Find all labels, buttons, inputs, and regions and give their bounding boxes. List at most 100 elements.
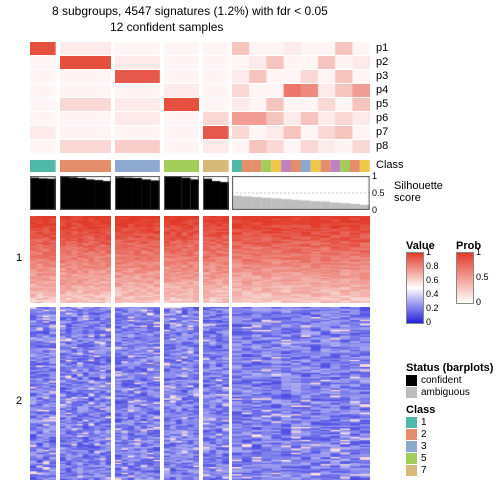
legend-swatch	[406, 387, 417, 398]
prob-row-label: p1	[376, 42, 388, 54]
prob-cell	[203, 98, 229, 111]
prob-cell	[60, 112, 111, 125]
heatmap-bottom	[60, 307, 111, 480]
prob-cell	[203, 126, 229, 139]
heatmap-bottom	[115, 307, 160, 480]
class-strip	[60, 160, 111, 172]
prob-cell	[115, 112, 160, 125]
silhouette-panel	[203, 176, 229, 210]
legend-value: Value 10.80.60.40.20	[406, 240, 450, 324]
legend-swatch	[406, 375, 417, 386]
silhouette-panel	[232, 176, 370, 210]
prob-cell	[164, 84, 199, 97]
prob-cell	[164, 56, 199, 69]
prob-cell	[60, 42, 111, 55]
prob-cell	[232, 140, 370, 153]
class-strip	[30, 160, 56, 172]
heatmap-top	[203, 216, 229, 303]
prob-cell	[30, 56, 56, 69]
legend-label: ambiguous	[421, 387, 470, 398]
prob-cell	[164, 98, 199, 111]
legend-swatch	[406, 465, 417, 476]
legend-tick: 0.5	[476, 272, 489, 282]
legend-status: Status (barplots) confidentambiguous	[406, 362, 493, 399]
prob-cell	[164, 126, 199, 139]
heatmap-top	[115, 216, 160, 303]
prob-cell	[203, 84, 229, 97]
title-line-2: 12 confident samples	[110, 20, 223, 34]
prob-cell	[164, 42, 199, 55]
legend-tick: 0.6	[426, 275, 439, 285]
heatmap-top	[60, 216, 111, 303]
prob-cell	[30, 42, 56, 55]
silhouette-panel	[30, 176, 56, 210]
prob-cell	[164, 70, 199, 83]
silhouette-panel	[164, 176, 199, 210]
heatmap-top	[232, 216, 370, 303]
prob-cell	[60, 140, 111, 153]
legend-item: ambiguous	[406, 387, 493, 398]
prob-cell	[60, 84, 111, 97]
sil-tick: 0.5	[372, 188, 385, 198]
prob-cell	[164, 112, 199, 125]
prob-cell	[115, 42, 160, 55]
legend-label: 2	[421, 429, 427, 440]
legend-label: 1	[421, 417, 427, 428]
legend-item: 2	[406, 429, 435, 440]
prob-cell	[203, 56, 229, 69]
prob-cell	[164, 140, 199, 153]
prob-row-label: p5	[376, 98, 388, 110]
class-strip	[115, 160, 160, 172]
heatmap-top	[30, 216, 56, 303]
legend-class-title: Class	[406, 404, 435, 416]
prob-cell	[203, 112, 229, 125]
prob-cell	[115, 126, 160, 139]
legend-tick: 1	[426, 247, 431, 257]
legend-tick: 0.4	[426, 289, 439, 299]
legend-item: 5	[406, 453, 435, 464]
legend-item: 7	[406, 465, 435, 476]
heatmap-bottom	[30, 307, 56, 480]
heatmap-top	[164, 216, 199, 303]
legend-item: 3	[406, 441, 435, 452]
sil-tick: 1	[372, 171, 377, 181]
heatmap-bottom	[232, 307, 370, 480]
legend-item: 1	[406, 417, 435, 428]
legend-swatch	[406, 429, 417, 440]
heatmap-group-label: 2	[16, 395, 22, 407]
silhouette-panel	[115, 176, 160, 210]
legend-swatch	[406, 453, 417, 464]
silhouette-label: Silhouette score	[394, 180, 443, 204]
prob-cell	[115, 84, 160, 97]
legend-prob: Prob 10.50	[456, 240, 500, 304]
legend-class: Class 12357	[406, 404, 435, 477]
prob-cell	[232, 70, 370, 83]
prob-cell	[30, 84, 56, 97]
prob-cell	[30, 98, 56, 111]
prob-cell	[30, 112, 56, 125]
title-line-1: 8 subgroups, 4547 signatures (1.2%) with…	[52, 4, 328, 18]
prob-cell	[30, 70, 56, 83]
prob-cell	[60, 56, 111, 69]
legend-tick: 0.2	[426, 303, 439, 313]
prob-ticks: 10.50	[476, 252, 500, 302]
legend-label: 7	[421, 465, 427, 476]
class-label: Class	[376, 159, 404, 171]
prob-cell	[60, 98, 111, 111]
value-ticks: 10.80.60.40.20	[426, 252, 450, 322]
prob-row-label: p3	[376, 70, 388, 82]
heatmap-bottom	[164, 307, 199, 480]
prob-cell	[232, 84, 370, 97]
legend-tick: 0.8	[426, 261, 439, 271]
heatmap-group-label: 1	[16, 252, 22, 264]
sil-tick: 0	[372, 205, 377, 215]
prob-cell	[30, 140, 56, 153]
legend-item: confident	[406, 375, 493, 386]
heatmap-bottom	[203, 307, 229, 480]
prob-cell	[203, 42, 229, 55]
prob-cell	[232, 56, 370, 69]
prob-row-label: p8	[376, 140, 388, 152]
legend-tick: 0	[476, 297, 481, 307]
class-strip	[203, 160, 229, 172]
prob-row-label: p6	[376, 112, 388, 124]
